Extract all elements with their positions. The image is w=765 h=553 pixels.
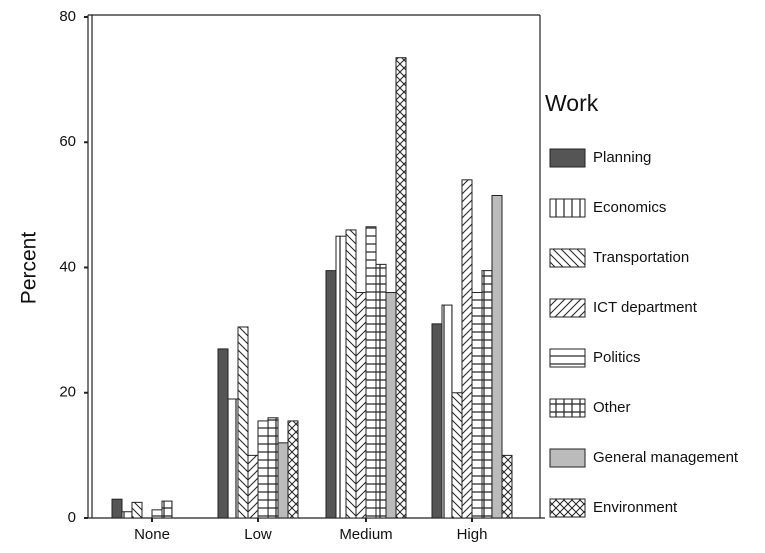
y-tick-label: 0 [68,509,76,526]
legend-swatch [549,498,586,518]
y-tick-label: 60 [59,133,76,150]
bar [161,500,173,519]
bar [325,270,337,519]
legend-swatch [549,248,586,268]
bar [471,292,483,519]
bar [461,179,473,519]
bar [481,270,493,519]
legend-swatch [549,198,586,218]
bar [247,454,259,519]
legend-label: Environment [593,499,678,516]
bar [287,420,299,519]
x-tick-label: None [134,526,170,543]
bar [335,235,347,519]
bar [355,292,367,519]
bar [217,348,229,519]
bar [491,194,503,519]
bar [385,292,397,519]
y-tick-label: 40 [59,258,76,275]
bar [227,398,239,519]
x-tick-label: Medium [339,526,392,543]
legend-swatch [549,148,586,168]
x-tick-label: Low [244,526,272,543]
legend-label: ICT department [593,299,698,316]
bar [365,226,377,519]
bar [131,501,143,519]
bar [151,509,163,519]
bar [375,263,387,519]
bar [277,442,289,519]
legend-label: Other [593,399,631,416]
bar [451,392,463,519]
legend-swatch [549,448,586,468]
legend-label: Economics [593,199,666,216]
legend-title: Work [545,90,599,116]
bar [345,229,357,519]
bar [267,417,279,519]
legend-swatch [549,348,586,368]
bar [441,304,453,519]
bar [257,420,269,519]
x-tick-label: High [457,526,488,543]
bar [111,498,123,519]
legend-label: Planning [593,149,651,166]
legend-label: Politics [593,349,641,366]
bar [121,511,133,519]
bar [237,326,249,519]
legend-label: Transportation [593,249,689,266]
y-axis-label: Percent [18,232,41,305]
legend-swatch [549,398,586,418]
bar [395,57,407,519]
bar [501,454,513,519]
legend-swatch [549,298,586,318]
y-tick-label: 20 [59,384,76,401]
legend-label: General management [593,449,739,466]
bar [431,323,443,519]
y-tick-label: 80 [59,8,76,25]
